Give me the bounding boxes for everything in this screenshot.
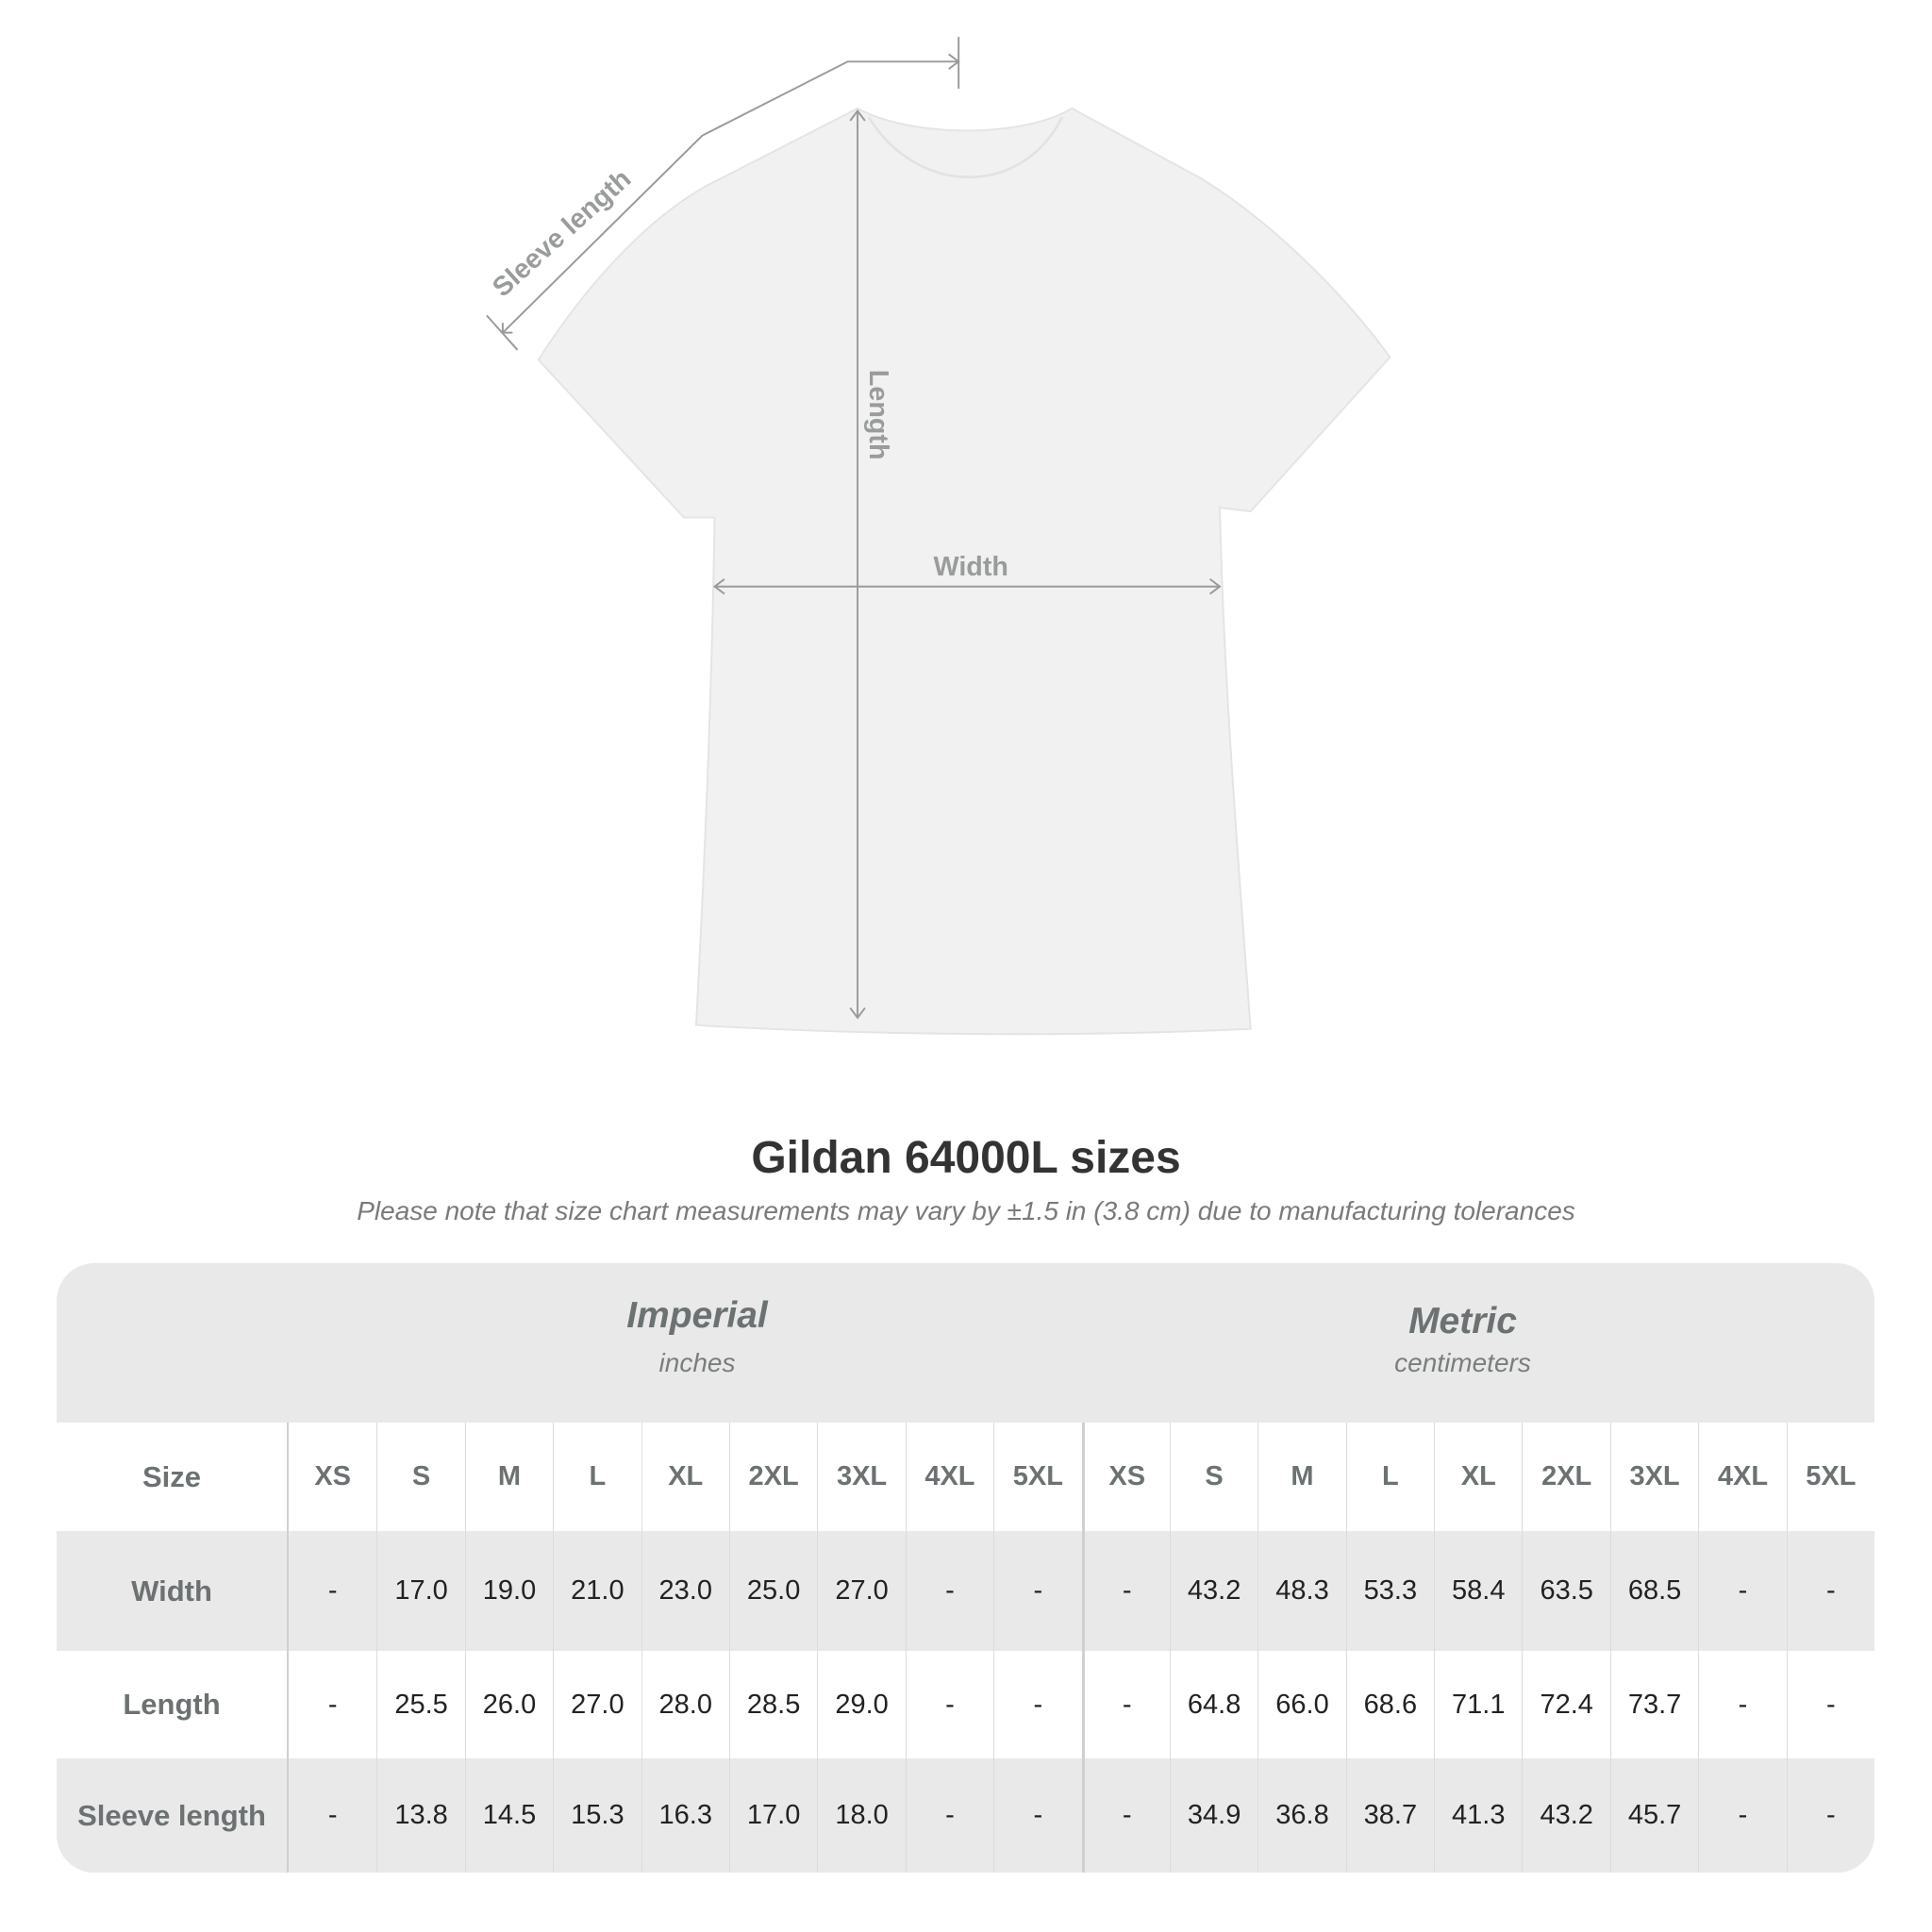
metric-value-cell: 45.7 bbox=[1609, 1758, 1698, 1873]
metric-size-l: L bbox=[1345, 1423, 1434, 1531]
length-label: Length bbox=[863, 370, 893, 460]
metric-value-cell: 48.3 bbox=[1257, 1531, 1345, 1651]
imperial-size-m: M bbox=[464, 1423, 553, 1531]
imperial-value-cell: - bbox=[327, 1575, 338, 1606]
metric-value-cell: 71.1 bbox=[1434, 1651, 1522, 1758]
metric-size-2xl: 2XL bbox=[1522, 1423, 1609, 1531]
imperial-value-cell: - bbox=[327, 1800, 338, 1830]
metric-value-cell: 68.5 bbox=[1609, 1531, 1698, 1651]
metric-value-cell: 53.3 bbox=[1345, 1531, 1434, 1651]
size-header-row: Size XS S M L XL 2XL 3XL 4XL 5XL XS S M L XL 2XL 3XL 4XL 5… bbox=[57, 1423, 1874, 1531]
imperial-value-cell: 23.0 bbox=[641, 1531, 729, 1651]
metric-size-xs: XS bbox=[1081, 1423, 1170, 1531]
imperial-value-cell: 25.5 bbox=[376, 1651, 464, 1758]
metric-size-m: M bbox=[1257, 1423, 1345, 1531]
metric-value-cell: 72.4 bbox=[1522, 1651, 1609, 1758]
imperial-value-cell: 19.0 bbox=[464, 1531, 553, 1651]
metric-value-cell: 66.0 bbox=[1257, 1651, 1345, 1758]
imperial-value-cell: 13.8 bbox=[376, 1758, 464, 1873]
imperial-value-cell: - bbox=[993, 1651, 1081, 1758]
imperial-size-l: L bbox=[553, 1423, 641, 1531]
metric-value-cell: 36.8 bbox=[1257, 1758, 1345, 1873]
imperial-size-2xl: 2XL bbox=[728, 1423, 817, 1531]
size-table: Imperial inches Metric centimeters Size X… bbox=[57, 1263, 1874, 1873]
imperial-value-cell: 27.0 bbox=[553, 1651, 641, 1758]
size-label: Size bbox=[57, 1423, 289, 1531]
metric-header: Metric centimeters bbox=[1051, 1263, 1874, 1423]
imperial-value-cell: - bbox=[993, 1758, 1081, 1873]
imperial-value-cell: 15.3 bbox=[553, 1758, 641, 1873]
length-marker bbox=[849, 108, 866, 1020]
collar-seam bbox=[867, 116, 1064, 179]
metric-value-cell: 63.5 bbox=[1522, 1531, 1609, 1651]
metric-value-cell: 43.2 bbox=[1522, 1758, 1609, 1873]
metric-value-cell: - bbox=[1081, 1651, 1170, 1758]
imperial-size-xs: XS bbox=[314, 1461, 352, 1491]
metric-title: Metric bbox=[1408, 1301, 1517, 1341]
metric-value-cell: - bbox=[1698, 1651, 1786, 1758]
metric-value-cell: 64.8 bbox=[1169, 1651, 1257, 1758]
metric-size-s: S bbox=[1169, 1423, 1257, 1531]
imperial-value-cell: 17.0 bbox=[728, 1758, 817, 1873]
imperial-size-xl: XL bbox=[641, 1423, 729, 1531]
metric-value-cell: 43.2 bbox=[1169, 1531, 1257, 1651]
metric-size-4xl: 4XL bbox=[1698, 1423, 1786, 1531]
metric-value-cell: 38.7 bbox=[1345, 1758, 1434, 1873]
imperial-value-cell: - bbox=[905, 1531, 993, 1651]
metric-value-cell: - bbox=[1786, 1651, 1874, 1758]
metric-value-cell: 68.6 bbox=[1345, 1651, 1434, 1758]
imperial-size-4xl: 4XL bbox=[905, 1423, 993, 1531]
imperial-value-cell: 25.0 bbox=[728, 1531, 817, 1651]
sleeve-length-marker bbox=[486, 37, 960, 351]
metric-size-5xl: 5XL bbox=[1786, 1423, 1874, 1531]
imperial-value-cell: 27.0 bbox=[817, 1531, 905, 1651]
imperial-value-cell: - bbox=[905, 1758, 993, 1873]
imperial-value-cell: - bbox=[905, 1651, 993, 1758]
imperial-value-cell: 21.0 bbox=[553, 1531, 641, 1651]
metric-size-xl: XL bbox=[1434, 1423, 1522, 1531]
imperial-value-cell: 26.0 bbox=[464, 1651, 553, 1758]
imperial-size-3xl: 3XL bbox=[817, 1423, 905, 1531]
tshirt-illustration: Sleeve length Length Width bbox=[486, 37, 1391, 1036]
unit-header: Imperial inches Metric centimeters bbox=[57, 1263, 1874, 1423]
metric-value-cell: 73.7 bbox=[1609, 1651, 1698, 1758]
imperial-value-cell: 14.5 bbox=[464, 1758, 553, 1873]
imperial-unit: inches bbox=[658, 1348, 736, 1377]
imperial-value-cell: 16.3 bbox=[641, 1758, 729, 1873]
metric-size-3xl: 3XL bbox=[1609, 1423, 1698, 1531]
imperial-value-cell: 18.0 bbox=[817, 1758, 905, 1873]
metric-unit: centimeters bbox=[1394, 1348, 1531, 1377]
metric-value-cell: - bbox=[1786, 1531, 1874, 1651]
table-row: Length -25.5 26.0 27.0 28.0 28.5 29.0- - -64.8 66… bbox=[57, 1651, 1874, 1758]
metric-value-cell: - bbox=[1698, 1758, 1786, 1873]
metric-value-cell: 41.3 bbox=[1434, 1758, 1522, 1873]
table-row: Width -17.0 19.0 21.0 23.0 25.0 27.0- - -43.2 48.… bbox=[57, 1531, 1874, 1651]
row-label: Length bbox=[57, 1651, 289, 1758]
metric-value-cell: - bbox=[1081, 1531, 1170, 1651]
metric-value-cell: - bbox=[1786, 1758, 1874, 1873]
table-row: Sleeve length -13.8 14.5 15.3 16.3 17.0 18.0- -… bbox=[57, 1758, 1874, 1873]
imperial-value-cell: 28.0 bbox=[641, 1651, 729, 1758]
imperial-value-cell: - bbox=[327, 1689, 338, 1720]
imperial-value-cell: - bbox=[993, 1531, 1081, 1651]
width-marker bbox=[712, 578, 1222, 595]
metric-value-cell: - bbox=[1698, 1531, 1786, 1651]
page-title: Gildan 64000L sizes bbox=[751, 1133, 1181, 1183]
imperial-title: Imperial bbox=[626, 1295, 768, 1336]
imperial-size-s: S bbox=[376, 1423, 464, 1531]
imperial-value-cell: 29.0 bbox=[817, 1651, 905, 1758]
width-label: Width bbox=[933, 552, 1008, 582]
imperial-header: Imperial inches bbox=[345, 1263, 1049, 1423]
metric-value-cell: 58.4 bbox=[1434, 1531, 1522, 1651]
row-label: Sleeve length bbox=[57, 1758, 289, 1873]
metric-value-cell: - bbox=[1081, 1758, 1170, 1873]
imperial-value-cell: 17.0 bbox=[376, 1531, 464, 1651]
tolerance-note: Please note that size chart measurements… bbox=[357, 1196, 1575, 1225]
imperial-value-cell: 28.5 bbox=[728, 1651, 817, 1758]
metric-value-cell: 34.9 bbox=[1169, 1758, 1257, 1873]
tshirt-shape bbox=[537, 107, 1391, 1036]
imperial-size-5xl: 5XL bbox=[993, 1423, 1081, 1531]
row-label: Width bbox=[57, 1531, 289, 1651]
